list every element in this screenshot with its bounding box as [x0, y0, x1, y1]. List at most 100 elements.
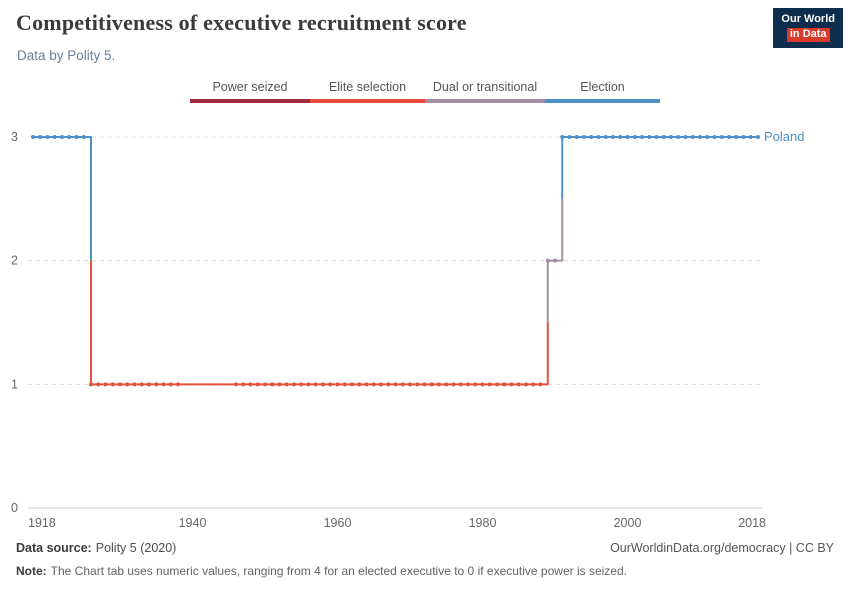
data-point-marker[interactable]: [553, 258, 557, 263]
data-point-marker[interactable]: [139, 382, 144, 387]
data-point-marker[interactable]: [712, 134, 717, 139]
data-point-marker[interactable]: [603, 134, 608, 139]
data-point-marker[interactable]: [118, 382, 122, 387]
data-point-marker[interactable]: [734, 134, 739, 139]
data-point-marker[interactable]: [60, 134, 64, 139]
data-point-marker[interactable]: [502, 382, 507, 387]
data-point-marker[interactable]: [408, 382, 412, 387]
data-point-marker[interactable]: [168, 382, 173, 387]
data-point-marker[interactable]: [103, 382, 108, 387]
data-point-marker[interactable]: [466, 382, 470, 387]
data-point-marker[interactable]: [364, 382, 369, 387]
data-point-marker[interactable]: [618, 134, 623, 139]
data-point-marker[interactable]: [589, 134, 594, 139]
data-point-marker[interactable]: [125, 382, 130, 387]
data-point-marker[interactable]: [350, 382, 354, 387]
data-point-marker[interactable]: [292, 382, 296, 387]
chart-svg[interactable]: 0 1 2 3 1918 1940 1960 1980 2000 2018 Poland: [0, 110, 850, 540]
legend-item[interactable]: Election: [545, 80, 660, 103]
data-point-marker[interactable]: [371, 382, 376, 387]
data-point-marker[interactable]: [299, 382, 304, 387]
data-point-marker[interactable]: [306, 382, 311, 387]
data-point-marker[interactable]: [647, 134, 652, 139]
data-point-marker[interactable]: [545, 258, 550, 263]
data-point-marker[interactable]: [480, 382, 485, 387]
data-point-marker[interactable]: [698, 134, 702, 139]
data-point-marker[interactable]: [248, 382, 253, 387]
data-point-marker[interactable]: [328, 382, 333, 387]
data-point-marker[interactable]: [277, 382, 282, 387]
data-point-marker[interactable]: [67, 134, 72, 139]
data-point-marker[interactable]: [147, 382, 151, 387]
legend-item[interactable]: Power seized: [190, 80, 310, 103]
data-point-marker[interactable]: [81, 134, 86, 139]
data-point-marker[interactable]: [379, 382, 383, 387]
data-point-marker[interactable]: [574, 134, 579, 139]
data-point-marker[interactable]: [255, 382, 260, 387]
data-point-marker[interactable]: [89, 382, 93, 387]
data-point-marker[interactable]: [176, 382, 180, 387]
data-point-marker[interactable]: [596, 134, 601, 139]
data-point-marker[interactable]: [632, 134, 637, 139]
owid-logo[interactable]: Our World in Data: [773, 8, 843, 48]
data-point-marker[interactable]: [741, 134, 746, 139]
data-point-marker[interactable]: [429, 382, 434, 387]
data-point-marker[interactable]: [756, 134, 760, 139]
data-point-marker[interactable]: [669, 134, 673, 139]
data-point-marker[interactable]: [487, 382, 492, 387]
data-point-marker[interactable]: [52, 134, 57, 139]
data-point-marker[interactable]: [748, 134, 753, 139]
data-point-marker[interactable]: [96, 382, 101, 387]
data-point-marker[interactable]: [719, 134, 724, 139]
data-point-marker[interactable]: [321, 382, 325, 387]
data-point-marker[interactable]: [683, 134, 688, 139]
data-point-marker[interactable]: [451, 382, 456, 387]
data-point-marker[interactable]: [654, 134, 659, 139]
data-point-marker[interactable]: [444, 382, 449, 387]
entity-label[interactable]: Poland: [764, 129, 804, 144]
data-point-marker[interactable]: [611, 134, 615, 139]
data-point-marker[interactable]: [690, 134, 695, 139]
data-point-marker[interactable]: [335, 382, 340, 387]
legend-item[interactable]: Dual or transitional: [425, 80, 545, 103]
data-point-marker[interactable]: [154, 382, 159, 387]
data-point-marker[interactable]: [313, 382, 318, 387]
data-point-marker[interactable]: [241, 382, 246, 387]
data-point-marker[interactable]: [234, 382, 238, 387]
data-point-marker[interactable]: [400, 382, 405, 387]
data-point-marker[interactable]: [538, 382, 543, 387]
data-point-marker[interactable]: [458, 382, 463, 387]
data-point-marker[interactable]: [509, 382, 514, 387]
data-point-marker[interactable]: [74, 134, 79, 139]
data-point-marker[interactable]: [393, 382, 398, 387]
data-point-marker[interactable]: [270, 382, 275, 387]
data-point-marker[interactable]: [473, 382, 478, 387]
data-point-marker[interactable]: [386, 382, 391, 387]
data-point-marker[interactable]: [661, 134, 666, 139]
data-point-marker[interactable]: [45, 134, 50, 139]
data-point-marker[interactable]: [560, 134, 565, 139]
data-point-marker[interactable]: [495, 382, 499, 387]
legend-item[interactable]: Elite selection: [310, 80, 425, 103]
footer-credit-link[interactable]: OurWorldinData.org/democracy: [610, 541, 786, 555]
data-point-marker[interactable]: [524, 382, 528, 387]
data-point-marker[interactable]: [516, 382, 521, 387]
data-point-marker[interactable]: [625, 134, 630, 139]
data-point-marker[interactable]: [676, 134, 681, 139]
data-point-marker[interactable]: [31, 134, 35, 139]
data-point-marker[interactable]: [531, 382, 536, 387]
data-point-marker[interactable]: [422, 382, 427, 387]
data-point-marker[interactable]: [567, 134, 572, 139]
data-point-marker[interactable]: [582, 134, 586, 139]
data-point-marker[interactable]: [437, 382, 441, 387]
data-point-marker[interactable]: [263, 382, 267, 387]
data-point-marker[interactable]: [342, 382, 347, 387]
data-point-marker[interactable]: [727, 134, 731, 139]
data-point-marker[interactable]: [284, 382, 289, 387]
data-point-marker[interactable]: [132, 382, 137, 387]
data-point-marker[interactable]: [705, 134, 710, 139]
data-point-marker[interactable]: [640, 134, 644, 139]
data-point-marker[interactable]: [110, 382, 115, 387]
data-point-marker[interactable]: [38, 134, 43, 139]
data-point-marker[interactable]: [415, 382, 420, 387]
